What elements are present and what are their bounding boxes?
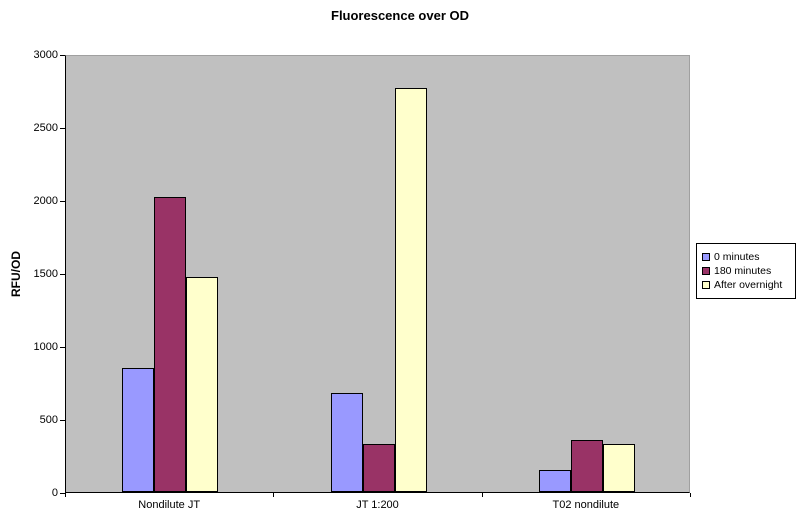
y-tick-label: 1000 xyxy=(33,341,58,353)
legend-item: 0 minutes xyxy=(702,251,791,263)
bar xyxy=(122,368,154,492)
legend: 0 minutes 180 minutes After overnight xyxy=(696,243,796,299)
legend-item: After overnight xyxy=(702,279,791,291)
legend-swatch xyxy=(702,253,710,261)
y-tick-label: 500 xyxy=(39,414,58,426)
bar xyxy=(331,393,363,492)
legend-label: 0 minutes xyxy=(714,251,760,263)
bar xyxy=(539,470,571,492)
legend-swatch xyxy=(702,281,710,289)
y-tick-label: 3000 xyxy=(33,49,58,61)
y-tick-label: 1500 xyxy=(33,268,58,280)
legend-swatch xyxy=(702,267,710,275)
y-tick-label: 2500 xyxy=(33,122,58,134)
y-tick-mark xyxy=(60,55,65,56)
x-tick-label: JT 1:200 xyxy=(356,499,399,511)
x-tick-mark xyxy=(273,493,274,497)
bar xyxy=(186,277,218,492)
legend-label: 180 minutes xyxy=(714,265,772,277)
bar xyxy=(363,444,395,492)
x-tick-mark xyxy=(690,493,691,497)
y-tick-mark xyxy=(60,420,65,421)
y-tick-mark xyxy=(60,201,65,202)
x-tick-label: Nondilute JT xyxy=(138,499,201,511)
x-tick-label: T02 nondilute xyxy=(552,499,620,511)
y-tick-mark xyxy=(60,347,65,348)
chart-title: Fluorescence over OD xyxy=(331,8,469,23)
x-tick-mark xyxy=(65,493,66,497)
bar xyxy=(395,88,427,492)
bar xyxy=(603,444,635,492)
bar xyxy=(571,440,603,492)
y-tick-label: 0 xyxy=(51,487,58,499)
y-tick-mark xyxy=(60,274,65,275)
y-tick-label: 2000 xyxy=(33,195,58,207)
legend-label: After overnight xyxy=(714,279,783,291)
bar xyxy=(154,197,186,492)
legend-item: 180 minutes xyxy=(702,265,791,277)
x-tick-mark xyxy=(482,493,483,497)
y-tick-mark xyxy=(60,128,65,129)
y-tick-mark xyxy=(60,493,65,494)
plot-area xyxy=(65,55,690,493)
